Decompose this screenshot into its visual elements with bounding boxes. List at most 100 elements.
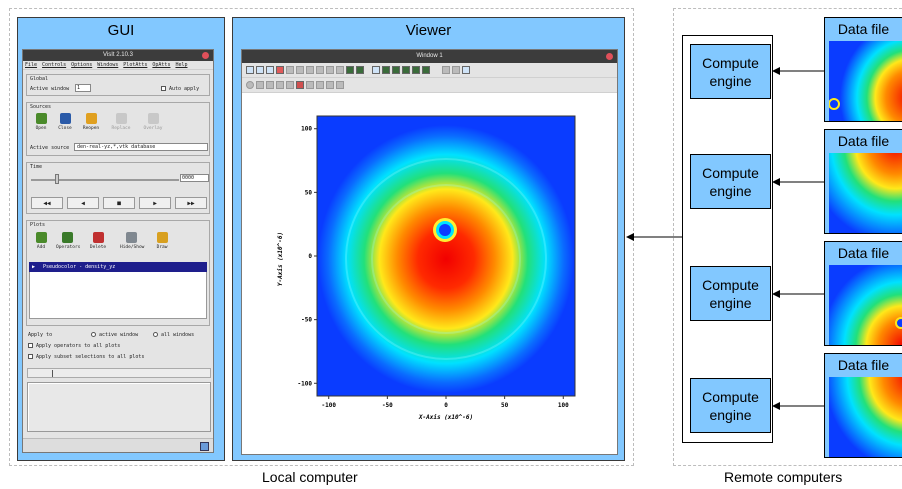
- apply-operators-checkbox[interactable]: [28, 343, 33, 348]
- sphere-tool-icon[interactable]: [336, 81, 344, 89]
- expand-triangle-icon[interactable]: ▶: [32, 264, 36, 270]
- close-icon[interactable]: [202, 52, 209, 59]
- gui-window-titlebar: VisIt 2.10.3: [23, 50, 213, 61]
- stop-button[interactable]: ■: [103, 197, 135, 209]
- close-label: Close: [58, 126, 72, 131]
- close-button[interactable]: Close: [54, 113, 76, 131]
- box-tool-icon[interactable]: [316, 81, 324, 89]
- lineout-icon[interactable]: [276, 81, 284, 89]
- auto-apply-checkbox[interactable]: [161, 86, 166, 91]
- time-field[interactable]: 0000: [180, 174, 209, 182]
- fast-forward-button[interactable]: ▶▶: [175, 197, 207, 209]
- query-icon[interactable]: [296, 81, 304, 89]
- active-source-select[interactable]: den-real-yz,*,vtk database: [74, 143, 208, 151]
- window-icon[interactable]: [200, 442, 209, 451]
- y-tick-label: 0: [308, 253, 312, 260]
- layout-4-icon[interactable]: [306, 66, 314, 74]
- draw-button[interactable]: Draw: [151, 232, 173, 250]
- active-window-label: Active window: [30, 86, 70, 92]
- gui-title: GUI: [107, 22, 135, 39]
- plot-5-icon[interactable]: [422, 66, 430, 74]
- menu-plotatts[interactable]: PlotAtts: [123, 62, 148, 68]
- plot-2-icon[interactable]: [392, 66, 400, 74]
- menu-options[interactable]: Options: [71, 62, 93, 68]
- next-frame-icon[interactable]: [452, 66, 460, 74]
- save-image-icon[interactable]: [372, 66, 380, 74]
- add-plot-button[interactable]: Add: [30, 232, 52, 250]
- time-slider-handle[interactable]: [55, 174, 59, 184]
- active-window-select[interactable]: 1: [75, 84, 91, 92]
- delete-plot-button[interactable]: Delete: [87, 232, 109, 250]
- hide-show-button[interactable]: Hide/Show: [120, 232, 144, 250]
- viewer-window: Window 1: [241, 49, 618, 455]
- active-window-radio[interactable]: [91, 332, 96, 337]
- add-plot-label: Add: [36, 245, 46, 250]
- data-file-2: Data file: [824, 129, 902, 234]
- plots-group: Plots Add Operators Delete Hide/Show Dra…: [26, 220, 210, 326]
- status-bar: [23, 438, 213, 452]
- plot-list-item[interactable]: ▶ Pseudocolor - density_yz: [29, 262, 207, 272]
- menu-windows[interactable]: Windows: [97, 62, 119, 68]
- menu-file[interactable]: File: [25, 62, 38, 68]
- status-slider-handle[interactable]: [52, 370, 53, 377]
- data-file-2-thumbnail: [829, 153, 902, 233]
- viewer-toolbar-top: [242, 63, 617, 78]
- menu-controls[interactable]: Controls: [42, 62, 67, 68]
- prev-frame-icon[interactable]: [442, 66, 450, 74]
- layout-16-icon[interactable]: [336, 66, 344, 74]
- delete-window-icon[interactable]: [276, 66, 284, 74]
- layout-2-icon[interactable]: [296, 66, 304, 74]
- all-windows-radio-label: all windows: [161, 332, 195, 338]
- overlay-label: Overlay: [143, 126, 163, 131]
- plot-1-icon[interactable]: [382, 66, 390, 74]
- navigate-icon[interactable]: [246, 66, 254, 74]
- y-axis-label: Y-Axis (x10^-6): [277, 232, 284, 286]
- replace-button[interactable]: Replace: [110, 113, 132, 131]
- navigate-mode-icon[interactable]: [246, 81, 254, 89]
- plot-3-icon[interactable]: [402, 66, 410, 74]
- apply-subset-checkbox[interactable]: [28, 354, 33, 359]
- data-file-3: Data file: [824, 241, 902, 346]
- play-button[interactable]: ▶: [139, 197, 171, 209]
- overlay-button[interactable]: Overlay: [142, 113, 164, 131]
- data-file-1-thumbnail: [829, 41, 902, 121]
- overlay-icon: [147, 113, 159, 124]
- x-tick-label: 100: [558, 402, 569, 409]
- plot-entry-label: Pseudocolor - density_yz: [43, 264, 116, 270]
- gui-window-title: VisIt 2.10.3: [103, 52, 133, 58]
- zone-pick-icon[interactable]: [286, 81, 294, 89]
- invert-icon[interactable]: [346, 66, 354, 74]
- active-source-label: Active source: [30, 145, 70, 151]
- operators-button[interactable]: Operators: [56, 232, 80, 250]
- menu-help[interactable]: Help: [175, 62, 188, 68]
- time-slider[interactable]: [31, 179, 179, 181]
- pseudocolor-plot: -100 -50 0 50 100 100 50 0 -50 -100 X-Axis (x10^…: [277, 115, 576, 421]
- replace-icon: [115, 113, 127, 124]
- new-window-icon[interactable]: [256, 66, 264, 74]
- compute-engine-2: Compute engine: [690, 154, 771, 209]
- all-windows-radio[interactable]: [153, 332, 158, 337]
- add-plot-icon: [35, 232, 47, 243]
- line-tool-icon[interactable]: [306, 81, 314, 89]
- layout-8-icon[interactable]: [316, 66, 324, 74]
- lock-view-icon[interactable]: [356, 66, 364, 74]
- delete-label: Delete: [89, 245, 107, 250]
- plot-4-icon[interactable]: [412, 66, 420, 74]
- open-button[interactable]: Open: [30, 113, 52, 131]
- copy-window-icon[interactable]: [266, 66, 274, 74]
- animation-icon[interactable]: [462, 66, 470, 74]
- layout-1-icon[interactable]: [286, 66, 294, 74]
- reopen-button[interactable]: Reopen: [80, 113, 102, 131]
- step-back-button[interactable]: ◀: [67, 197, 99, 209]
- data-file-2-label: Data file: [837, 133, 890, 149]
- close-icon[interactable]: [606, 53, 613, 60]
- plane-tool-icon[interactable]: [326, 81, 334, 89]
- zoom-icon[interactable]: [256, 81, 264, 89]
- layout-9-icon[interactable]: [326, 66, 334, 74]
- pick-icon[interactable]: [266, 81, 274, 89]
- menu-opatts[interactable]: OpAtts: [152, 62, 171, 68]
- density-field: [318, 125, 574, 393]
- rewind-button[interactable]: ◀◀: [31, 197, 63, 209]
- status-slider[interactable]: [27, 368, 211, 378]
- compute-engine-3: Compute engine: [690, 266, 771, 321]
